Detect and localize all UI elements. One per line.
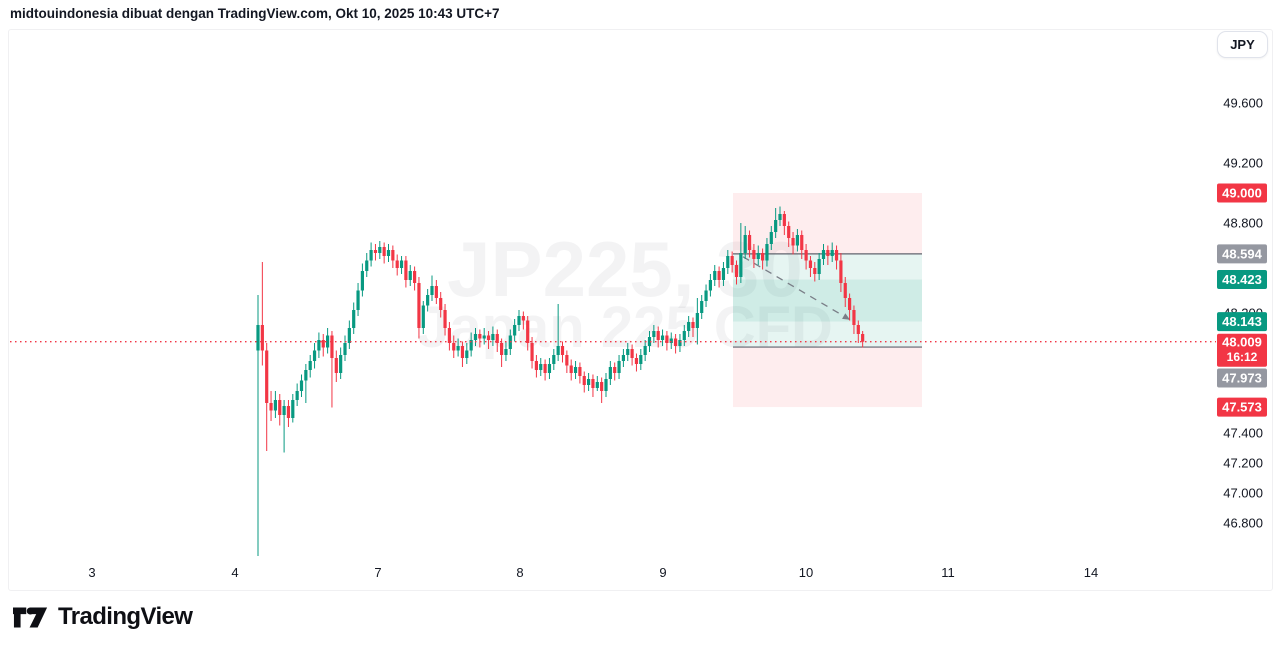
price-axis-label: 48.800	[1223, 216, 1263, 231]
svg-text:47.973: 47.973	[1222, 371, 1262, 386]
price-axis-label: 47.200	[1223, 456, 1263, 471]
tradingview-logo-text: TradingView	[58, 603, 193, 630]
time-axis-label: 4	[231, 565, 238, 580]
price-badge-49.000: 49.000	[1217, 183, 1267, 203]
chart-attribution: midtouindonesia dibuat dengan TradingVie…	[10, 6, 500, 21]
symbol-watermark: JP225, 30 Japan 225 CFD	[417, 225, 833, 360]
svg-text:48.143: 48.143	[1222, 314, 1262, 329]
profit-zone	[733, 253, 922, 322]
currency-button[interactable]: JPY	[1217, 31, 1268, 58]
price-axis-label: 47.000	[1223, 486, 1263, 501]
price-axis-label: 47.400	[1223, 426, 1263, 441]
profit-zone	[733, 279, 922, 348]
stop-zone	[733, 193, 922, 254]
time-axis-label: 14	[1084, 565, 1098, 580]
price-badge-47.973: 47.973	[1217, 368, 1267, 388]
trend-arrow[interactable]	[742, 256, 851, 321]
tradingview-logo[interactable]: TradingView	[13, 600, 193, 634]
position-tool-long[interactable]	[733, 279, 922, 408]
time-axis-label: 8	[516, 565, 523, 580]
price-axis-label: 49.200	[1223, 156, 1263, 171]
time-axis-label: 7	[374, 565, 381, 580]
stop-zone	[733, 347, 922, 408]
svg-text:48.009: 48.009	[1222, 335, 1262, 350]
time-axis[interactable]: 3 4 7 8 9 10 11 14	[88, 565, 1098, 580]
svg-text:47.573: 47.573	[1222, 400, 1262, 415]
tradingview-logo-icon	[13, 606, 48, 627]
svg-text:48.423: 48.423	[1222, 272, 1262, 287]
position-tool-short[interactable]	[733, 193, 922, 322]
price-badge-47.573: 47.573	[1217, 397, 1267, 417]
svg-text:Japan 225 CFD: Japan 225 CFD	[417, 295, 833, 360]
chart-card	[8, 29, 1273, 591]
price-axis-label: 49.600	[1223, 96, 1263, 111]
svg-text:JP225, 30: JP225, 30	[447, 225, 803, 313]
price-axis-label: 46.800	[1223, 516, 1263, 531]
price-badge-48.594: 48.594	[1217, 244, 1267, 264]
time-axis-label: 3	[88, 565, 95, 580]
current-price-badge: 48.009 16:12	[1217, 333, 1267, 367]
price-axis-badges: 49.000 48.594 48.423 48.143 47.973 47.57…	[1217, 183, 1267, 417]
svg-text:49.000: 49.000	[1222, 186, 1262, 201]
time-axis-label: 10	[799, 565, 813, 580]
time-axis-label: 9	[659, 565, 666, 580]
svg-text:48.594: 48.594	[1222, 246, 1263, 261]
price-badge-48.423: 48.423	[1217, 270, 1267, 289]
candlestick-series	[256, 206, 865, 556]
price-badge-48.143: 48.143	[1217, 312, 1267, 332]
time-axis-label: 11	[941, 565, 955, 580]
bar-countdown: 16:12	[1227, 350, 1258, 364]
